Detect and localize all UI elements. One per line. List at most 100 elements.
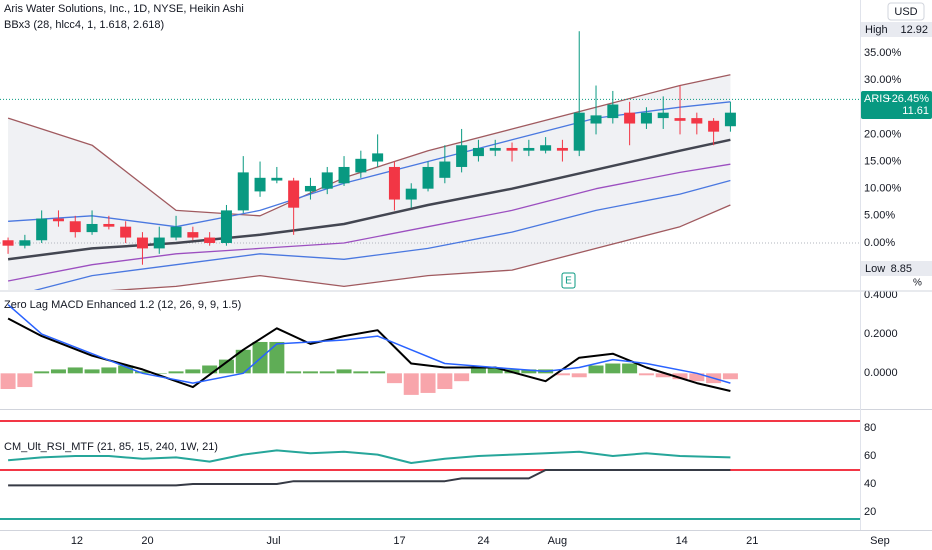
histogram-bar — [487, 367, 503, 374]
rsi-line — [8, 469, 731, 487]
candle-body — [355, 158, 367, 173]
candle-body — [540, 145, 552, 151]
candle-body — [607, 104, 619, 119]
histogram-bar — [622, 363, 638, 374]
histogram-bar — [134, 371, 150, 374]
histogram-bar — [437, 373, 453, 390]
macd-line — [7, 304, 731, 384]
band-line — [33, 179, 731, 290]
x-tick-label: 17 — [393, 535, 405, 547]
candle-body — [220, 210, 232, 243]
histogram-bar — [638, 373, 654, 376]
x-tick-label: 12 — [71, 535, 83, 547]
y-tick-label: 35.00% — [864, 47, 902, 59]
x-tick-label: Jul — [266, 535, 280, 547]
x-tick-label: 24 — [477, 535, 489, 547]
candle-body — [2, 240, 14, 246]
last-change: +26.45% — [885, 93, 929, 105]
histogram-bar — [386, 373, 402, 384]
currency-label[interactable]: USD — [894, 6, 917, 18]
band-fill — [8, 74, 731, 290]
histogram-bar — [403, 373, 419, 395]
macd-line — [7, 317, 731, 392]
histogram-bar — [218, 359, 234, 374]
candle-body — [52, 218, 64, 222]
histogram-bar — [370, 371, 386, 374]
histogram-bar — [672, 373, 688, 380]
candle-body — [523, 147, 535, 151]
x-tick-label: Aug — [548, 535, 568, 547]
histogram-bar — [605, 363, 621, 374]
candle-body — [422, 166, 434, 189]
y-tick-label: 5.00% — [864, 210, 895, 222]
y-tick-label: 20 — [864, 506, 876, 518]
candle-body — [573, 112, 585, 151]
band-line — [7, 74, 731, 217]
high-tag — [861, 22, 932, 37]
y-tick-label: 80 — [864, 422, 876, 434]
indicator-title: BBx3 (28, hlcc4, 1, 1.618, 2.618) — [4, 19, 164, 31]
candle-body — [153, 237, 165, 249]
histogram-bar — [521, 369, 537, 374]
earnings-marker[interactable] — [561, 272, 576, 289]
x-tick-label: 21 — [746, 535, 758, 547]
candle-body — [640, 112, 652, 124]
candle-body — [674, 118, 686, 121]
y-tick-label: 30.00% — [864, 74, 902, 86]
histogram-bar — [588, 365, 604, 374]
histogram-bar — [319, 371, 335, 374]
histogram-bar — [235, 349, 251, 374]
candle-body — [590, 115, 602, 124]
earnings-label[interactable]: E — [565, 276, 572, 287]
y-tick-label: 0.4000 — [864, 289, 898, 301]
currency-button[interactable] — [887, 2, 925, 21]
histogram-bar — [655, 373, 671, 378]
candle-body — [657, 112, 669, 119]
histogram-bar — [470, 367, 486, 374]
candle-body — [388, 166, 400, 200]
candle-body — [489, 147, 501, 151]
candle-body — [321, 172, 333, 189]
histogram-bar — [101, 367, 117, 374]
candle-body — [456, 145, 468, 167]
candle-body — [120, 226, 132, 238]
candle-body — [439, 161, 451, 178]
histogram-bar — [302, 371, 318, 374]
histogram-bar — [269, 341, 285, 374]
candle-body — [338, 166, 350, 184]
candle-body — [254, 177, 266, 192]
band-line — [109, 204, 731, 290]
y-tick-label: 60 — [864, 450, 876, 462]
x-tick-label: 20 — [141, 535, 153, 547]
histogram-bar — [185, 369, 201, 374]
candle-body — [624, 112, 636, 124]
candle-body — [237, 172, 249, 211]
high-label: High — [865, 24, 888, 36]
y-tick-label: 15.00% — [864, 155, 902, 167]
candle-body — [69, 221, 81, 233]
y-tick-label: 0.00% — [864, 237, 895, 249]
low-tag — [861, 261, 932, 276]
candle-body — [204, 237, 216, 243]
candle-body — [724, 112, 736, 127]
candle-body — [691, 118, 703, 124]
candle-body — [19, 240, 31, 246]
histogram-bar — [67, 367, 83, 374]
candle-body — [103, 223, 115, 227]
candle-body — [170, 226, 182, 238]
low-label: Low — [865, 263, 885, 275]
last-price-tag — [861, 91, 932, 119]
candle-body — [304, 185, 316, 192]
band-line — [7, 138, 731, 261]
candle-body — [372, 153, 384, 162]
histogram-bar — [151, 373, 167, 374]
price-pane — [0, 31, 860, 290]
low-price: 8.85 — [891, 263, 912, 275]
candle-body — [708, 120, 720, 132]
y-tick-label: 0.2000 — [864, 328, 898, 340]
histogram-bar — [554, 373, 570, 376]
histogram-bar — [571, 373, 587, 378]
